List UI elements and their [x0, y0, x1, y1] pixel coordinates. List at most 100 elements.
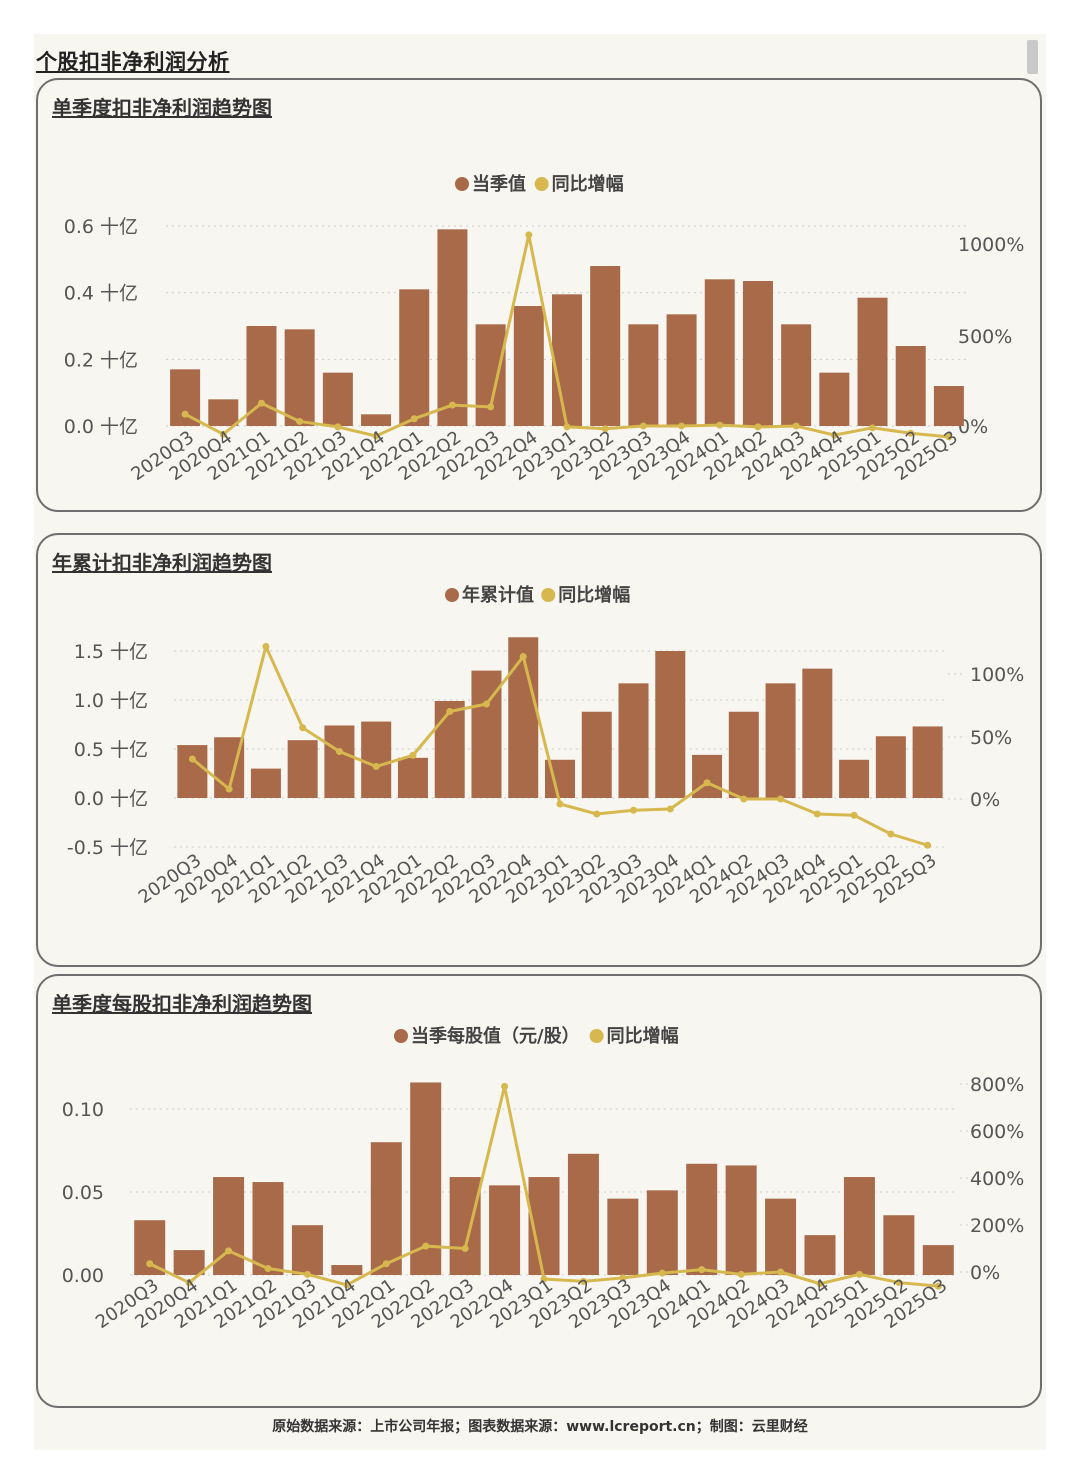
bar	[475, 324, 506, 426]
bar	[802, 668, 833, 798]
growth-point	[895, 1279, 903, 1287]
growth-point	[257, 399, 265, 407]
legend-line-marker	[589, 1029, 604, 1043]
chart-legend: 当季每股值（元/股） 同比增幅	[394, 1025, 679, 1047]
growth-point	[410, 415, 418, 423]
growth-point	[716, 421, 724, 429]
y2-tick-label: 500%	[958, 326, 1012, 348]
growth-point	[737, 1270, 745, 1278]
bar	[912, 726, 943, 798]
legend-bar-marker	[394, 1029, 408, 1043]
bar	[728, 711, 759, 798]
growth-point	[740, 795, 748, 803]
bar	[843, 1177, 875, 1275]
growth-point	[181, 410, 189, 418]
cumulative-profit-panel: 年累计扣非净利润趋势图 -0.5 十亿 0.0 十亿 0.5 十亿 1.0 十亿 1.5…	[36, 533, 1042, 967]
y2-tick-label: 400%	[970, 1168, 1024, 1190]
growth-point	[446, 708, 454, 715]
growth-point	[501, 1082, 509, 1090]
legend-label: 同比增幅	[607, 1025, 679, 1047]
bar	[513, 306, 544, 426]
bar	[742, 281, 773, 426]
growth-point	[296, 417, 304, 425]
growth-point	[343, 1281, 351, 1289]
bar	[922, 1245, 954, 1275]
bar	[765, 1198, 797, 1275]
bar	[581, 711, 612, 798]
bar	[284, 329, 315, 426]
growth-point	[777, 795, 785, 803]
growth-point	[666, 805, 674, 813]
y-tick-label: 0.10	[62, 1099, 104, 1121]
bar	[839, 759, 870, 798]
legend-line-marker	[534, 177, 549, 191]
legend-label: 同比增幅	[552, 173, 624, 195]
y-tick-label: 0.5 十亿	[74, 739, 148, 761]
growth-point	[601, 425, 609, 433]
bar	[434, 700, 465, 798]
bar	[173, 1250, 205, 1275]
bar	[590, 266, 621, 426]
growth-point	[924, 841, 932, 849]
y-tick-label: 0.6 十亿	[64, 216, 138, 238]
growth-point	[188, 755, 196, 763]
legend-label: 同比增幅	[558, 584, 630, 606]
growth-point	[519, 653, 527, 660]
scrollbar[interactable]	[1027, 40, 1038, 74]
y-tick-label: 0.05	[62, 1182, 104, 1204]
growth-point	[907, 429, 915, 437]
y2-tick-label: 800%	[970, 1074, 1024, 1096]
bar	[370, 1142, 402, 1275]
bar	[489, 1185, 521, 1275]
growth-point	[264, 1264, 272, 1272]
bar	[508, 637, 539, 798]
bar	[895, 346, 926, 426]
y2-tick-label: 0%	[970, 1262, 1000, 1284]
bar	[331, 1265, 363, 1275]
growth-point	[816, 1280, 824, 1288]
growth-point	[754, 423, 762, 431]
growth-point	[262, 643, 270, 650]
y2-tick-label: 50%	[970, 727, 1012, 749]
growth-point	[540, 1275, 548, 1283]
bar	[933, 386, 964, 426]
legend-label: 当季每股值（元/股）	[411, 1025, 580, 1047]
bar	[322, 372, 353, 426]
growth-point	[422, 1242, 430, 1250]
eps-profit-panel: 单季度每股扣非净利润趋势图 0.00 0.05 0.10 0% 200% 400% 600%…	[36, 974, 1042, 1408]
bar	[291, 1225, 323, 1275]
bar	[437, 229, 468, 426]
bar	[804, 1235, 836, 1275]
bar	[655, 651, 686, 798]
y2-tick-label: 200%	[970, 1215, 1024, 1237]
chart-legend: 年累计值 同比增幅	[445, 584, 630, 606]
page-title: 个股扣非净利润分析	[36, 50, 230, 74]
growth-point	[945, 433, 953, 441]
growth-point	[792, 422, 800, 430]
bar	[287, 740, 318, 798]
bar	[324, 725, 355, 798]
growth-point	[146, 1260, 154, 1268]
growth-point	[299, 724, 307, 732]
cumulative-profit-chart-title: 年累计扣非净利润趋势图	[52, 551, 272, 575]
y-tick-label: 0.4 十亿	[64, 283, 138, 305]
quarterly-profit-panel: 单季度扣非净利润趋势图 0.0 十亿 0.2 十亿 0.4 十亿 0.6 十亿 0% 50…	[36, 78, 1042, 512]
y-tick-label: 1.5 十亿	[74, 641, 148, 663]
growth-point	[934, 1282, 942, 1290]
y-tick-label: 1.0 十亿	[74, 690, 148, 712]
legend-bar-marker	[445, 588, 459, 602]
bar	[552, 294, 582, 426]
y2-tick-label: 1000%	[958, 234, 1024, 256]
growth-point	[487, 403, 495, 411]
growth-point	[813, 810, 821, 818]
y-tick-label: 0.0 十亿	[74, 788, 148, 810]
y-tick-label: -0.5 十亿	[67, 837, 148, 859]
y2-tick-label: 600%	[970, 1121, 1024, 1143]
growth-point	[698, 1266, 706, 1274]
legend-bar-marker	[455, 177, 469, 191]
growth-point	[185, 1279, 193, 1287]
bar	[646, 1190, 678, 1275]
growth-point	[525, 231, 533, 239]
growth-point	[382, 1260, 390, 1268]
growth-point	[563, 423, 571, 431]
